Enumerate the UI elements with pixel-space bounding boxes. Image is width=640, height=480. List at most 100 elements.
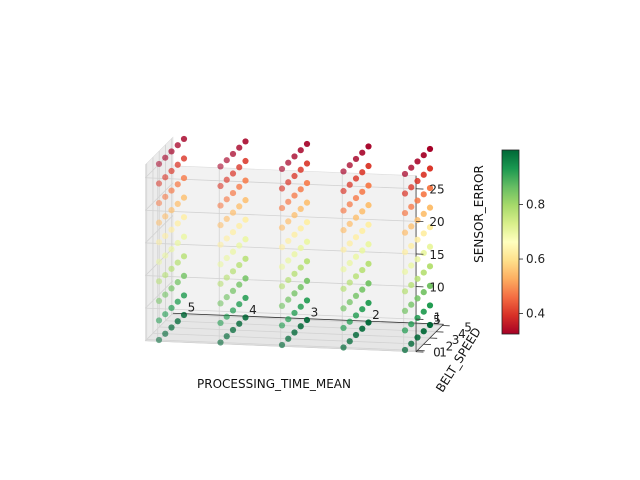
data-point bbox=[346, 240, 353, 247]
data-point bbox=[217, 222, 224, 229]
x-tick-label: 1 bbox=[434, 311, 442, 325]
data-point bbox=[155, 317, 163, 324]
data-point bbox=[174, 279, 181, 286]
data-point bbox=[291, 270, 298, 277]
data-point bbox=[291, 290, 298, 297]
z-tick-label: 25 bbox=[429, 183, 444, 197]
data-point bbox=[285, 257, 292, 264]
colorbar-tick-label: 0.8 bbox=[526, 198, 545, 212]
data-point bbox=[352, 214, 360, 221]
data-point bbox=[217, 261, 224, 268]
x-tick-mark bbox=[246, 315, 248, 317]
data-point bbox=[346, 162, 353, 169]
data-point bbox=[180, 194, 188, 201]
data-point bbox=[217, 163, 224, 170]
data-point bbox=[401, 170, 409, 178]
data-point bbox=[408, 223, 415, 230]
data-point bbox=[352, 194, 360, 202]
data-point bbox=[162, 154, 169, 161]
data-point bbox=[359, 306, 366, 313]
gridline-z-side bbox=[145, 312, 174, 342]
data-point bbox=[420, 269, 427, 276]
data-point bbox=[414, 158, 421, 165]
data-point bbox=[278, 224, 286, 231]
data-point bbox=[359, 188, 366, 195]
data-point bbox=[352, 175, 360, 182]
data-point bbox=[236, 320, 243, 327]
data-point bbox=[365, 162, 372, 170]
data-point bbox=[346, 318, 353, 325]
data-point bbox=[420, 230, 427, 237]
data-point bbox=[174, 181, 181, 188]
data-point bbox=[340, 266, 347, 273]
data-point bbox=[414, 256, 421, 263]
x-axis-label: PROCESSING_TIME_MEAN bbox=[197, 377, 351, 391]
data-point bbox=[414, 217, 421, 224]
data-point bbox=[174, 259, 181, 266]
data-point bbox=[365, 280, 372, 287]
x-tick-mark bbox=[307, 317, 310, 320]
data-point bbox=[174, 298, 181, 305]
data-point bbox=[229, 150, 237, 158]
data-point bbox=[285, 296, 292, 303]
gridline-z-back bbox=[145, 209, 417, 222]
data-point bbox=[168, 226, 175, 233]
data-point bbox=[278, 185, 286, 192]
data-point bbox=[359, 149, 366, 156]
data-point bbox=[340, 168, 347, 175]
data-point bbox=[174, 239, 181, 247]
data-point bbox=[180, 135, 188, 143]
data-point bbox=[426, 204, 434, 211]
data-point bbox=[217, 202, 224, 209]
data-point bbox=[223, 157, 230, 164]
x-tick-label: 4 bbox=[249, 303, 257, 317]
data-point bbox=[223, 235, 230, 242]
data-point bbox=[174, 161, 181, 168]
data-point bbox=[297, 303, 304, 310]
data-point bbox=[236, 281, 243, 288]
data-point bbox=[278, 204, 286, 212]
data-point bbox=[291, 309, 298, 317]
data-point bbox=[401, 249, 409, 256]
data-point bbox=[340, 246, 347, 253]
data-point bbox=[414, 197, 421, 204]
data-point bbox=[180, 311, 188, 319]
data-point bbox=[285, 335, 292, 342]
data-point bbox=[426, 321, 434, 329]
data-point bbox=[352, 312, 360, 319]
data-points bbox=[155, 135, 434, 354]
data-point bbox=[291, 212, 298, 219]
data-point bbox=[365, 260, 372, 267]
data-point bbox=[168, 304, 175, 312]
data-point bbox=[303, 179, 311, 187]
data-point bbox=[242, 255, 249, 262]
z-axis-label: SENSOR_ERROR bbox=[472, 165, 486, 263]
data-point bbox=[414, 236, 421, 243]
data-point bbox=[174, 220, 181, 227]
data-point bbox=[236, 301, 243, 308]
data-point bbox=[236, 242, 243, 249]
data-point bbox=[303, 316, 311, 324]
data-point bbox=[352, 234, 360, 241]
z-tick-label: 20 bbox=[429, 215, 444, 229]
data-point bbox=[223, 254, 230, 262]
data-point bbox=[340, 187, 347, 195]
data-point bbox=[291, 329, 298, 336]
gridline-z-side bbox=[145, 182, 174, 211]
data-point bbox=[401, 268, 409, 275]
data-point bbox=[278, 263, 286, 270]
data-point bbox=[297, 264, 304, 271]
data-point bbox=[346, 201, 353, 208]
data-point bbox=[285, 159, 292, 166]
data-point bbox=[365, 319, 372, 326]
data-point bbox=[223, 294, 230, 301]
data-point bbox=[297, 205, 304, 212]
data-point bbox=[242, 216, 249, 223]
data-point bbox=[346, 259, 353, 267]
data-point bbox=[365, 182, 372, 189]
data-point bbox=[352, 253, 360, 260]
data-point bbox=[359, 266, 366, 274]
data-point bbox=[278, 165, 286, 173]
data-point bbox=[408, 242, 415, 250]
data-point bbox=[414, 177, 421, 185]
